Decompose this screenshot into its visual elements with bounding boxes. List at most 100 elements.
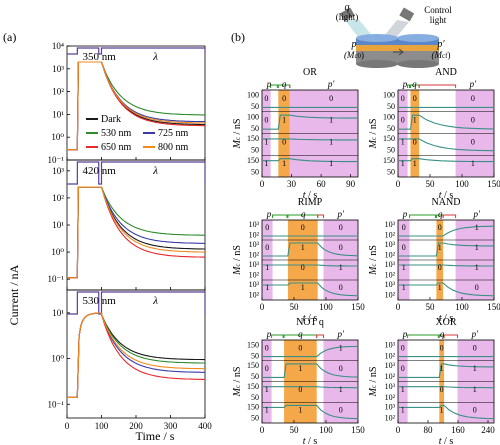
- bit-q: 0: [440, 343, 444, 352]
- xtick-label: 30: [287, 179, 297, 189]
- xtick-label: 100: [319, 302, 333, 312]
- row-ytick-label: 150: [247, 361, 259, 370]
- row-ytick-label: 10³: [385, 382, 396, 391]
- bit-pp: 0: [473, 343, 477, 352]
- row-ytick-label: 100: [383, 91, 395, 100]
- row-ytick-label: 10³: [385, 403, 396, 412]
- panel-a-legend: Dark 530 nm 725 nm 650 nm 800 nm: [86, 114, 189, 153]
- xtick-label: 90: [346, 179, 356, 189]
- p-sublabel: (Mc0): [344, 50, 364, 60]
- bit-q: 0: [413, 94, 417, 103]
- trace-800-nm: [67, 312, 205, 398]
- ytick-label: 10³: [52, 64, 64, 74]
- bit-q: 1: [301, 243, 305, 252]
- legend-entry: 650 nm: [101, 142, 132, 153]
- conductance-trace: [263, 138, 357, 141]
- ytick-label: 10²: [52, 87, 64, 97]
- xtick-label: 0: [260, 302, 265, 312]
- bit-q: 1: [438, 283, 442, 292]
- conductance-trace: [263, 158, 357, 163]
- row-ytick-label: 10³: [249, 260, 260, 269]
- xtick-label: 400: [198, 421, 212, 431]
- illumination-pulse: [67, 161, 206, 185]
- bit-pp: 1: [471, 159, 475, 168]
- layer-orange: [356, 44, 398, 51]
- row-ytick-label: 50: [251, 414, 259, 423]
- row-ytick-label: 50: [251, 102, 259, 111]
- gate-frame: [397, 89, 495, 178]
- p-tag: p: [266, 79, 272, 89]
- trace-dark: [67, 186, 205, 279]
- ytick-label: 10⁻¹: [48, 155, 65, 165]
- pprime-sublabel: (Mcf): [432, 50, 451, 60]
- bit-pp: 1: [475, 263, 479, 272]
- bit-p: 0: [402, 223, 406, 232]
- bit-p: 1: [265, 406, 269, 415]
- xlabel: t / s: [439, 436, 454, 445]
- q-light-source-icon: [339, 7, 355, 22]
- pp-tag: p′: [336, 329, 345, 339]
- bit-pp: 0: [339, 406, 343, 415]
- bit-q: 0: [282, 94, 286, 103]
- arrow-icon: [393, 48, 404, 56]
- pp-tag: p′: [327, 79, 336, 89]
- p-bracket: [407, 334, 439, 338]
- lambda-label: λ: [152, 165, 158, 177]
- row-ytick-label: 10²: [385, 351, 396, 360]
- ylabel: Mc / nS: [368, 119, 379, 150]
- row-ytick-label: 50: [251, 372, 259, 381]
- bit-q: 1: [282, 159, 286, 168]
- bit-p: 1: [265, 263, 269, 272]
- panel-a-ylabel: Current / nA: [7, 264, 21, 325]
- row-ytick-label: 50: [251, 146, 259, 155]
- lambda-label: λ: [152, 295, 158, 307]
- conductance-trace: [399, 264, 493, 267]
- bit-p: 1: [264, 137, 268, 146]
- row-ytick-label: 10²: [385, 231, 396, 240]
- conductance-trace: [399, 282, 494, 297]
- xtick-label: 160: [451, 425, 465, 435]
- ytick-label: 10¹: [52, 109, 64, 119]
- pulse-label: 420 nm: [83, 165, 117, 177]
- conductance-trace: [399, 404, 494, 420]
- control-sublabel: light: [430, 15, 447, 25]
- pp-tag: p′: [469, 79, 478, 89]
- bit-pp: 1: [329, 116, 333, 125]
- bit-p: 1: [402, 263, 406, 272]
- conductance-trace: [399, 158, 493, 163]
- pp-tag: p′: [471, 329, 480, 339]
- bit-q: 1: [413, 116, 417, 125]
- row-ytick-label: 10³: [385, 220, 396, 229]
- conductance-trace: [399, 138, 494, 152]
- pp-tag: p′: [336, 209, 345, 219]
- gate-frame: [261, 339, 359, 424]
- xtick-label: 50: [290, 302, 300, 312]
- bit-q: 1: [301, 283, 305, 292]
- bit-p: 0: [401, 343, 405, 352]
- row-ytick-label: 10³: [385, 361, 396, 370]
- row-ytick-label: 50: [387, 124, 395, 133]
- ytick-label: 10³: [52, 166, 64, 176]
- bit-p: 0: [401, 364, 405, 373]
- p-bracket: [272, 214, 288, 218]
- ytick-label: 10⁰: [51, 132, 64, 142]
- pp-bracket: [443, 334, 459, 338]
- bit-q: 1: [298, 364, 302, 373]
- pp-tag: p′: [472, 209, 481, 219]
- pp-bracket: [316, 334, 324, 338]
- ylabel: Mc / nS: [232, 367, 243, 398]
- pprime-label: p′: [436, 39, 445, 50]
- bit-pp: 0: [329, 94, 333, 103]
- conductance-trace: [399, 114, 494, 130]
- ylabel: Mc / nS: [232, 119, 243, 150]
- conductance-trace: [399, 363, 493, 378]
- conductance-trace: [399, 242, 493, 257]
- trace-530-nm: [67, 61, 205, 151]
- row-ytick-label: 10²: [385, 372, 396, 381]
- bit-q: 1: [440, 364, 444, 373]
- q-tag: q: [412, 79, 417, 89]
- control-light-source-icon: [399, 7, 415, 22]
- bit-p: 1: [402, 283, 406, 292]
